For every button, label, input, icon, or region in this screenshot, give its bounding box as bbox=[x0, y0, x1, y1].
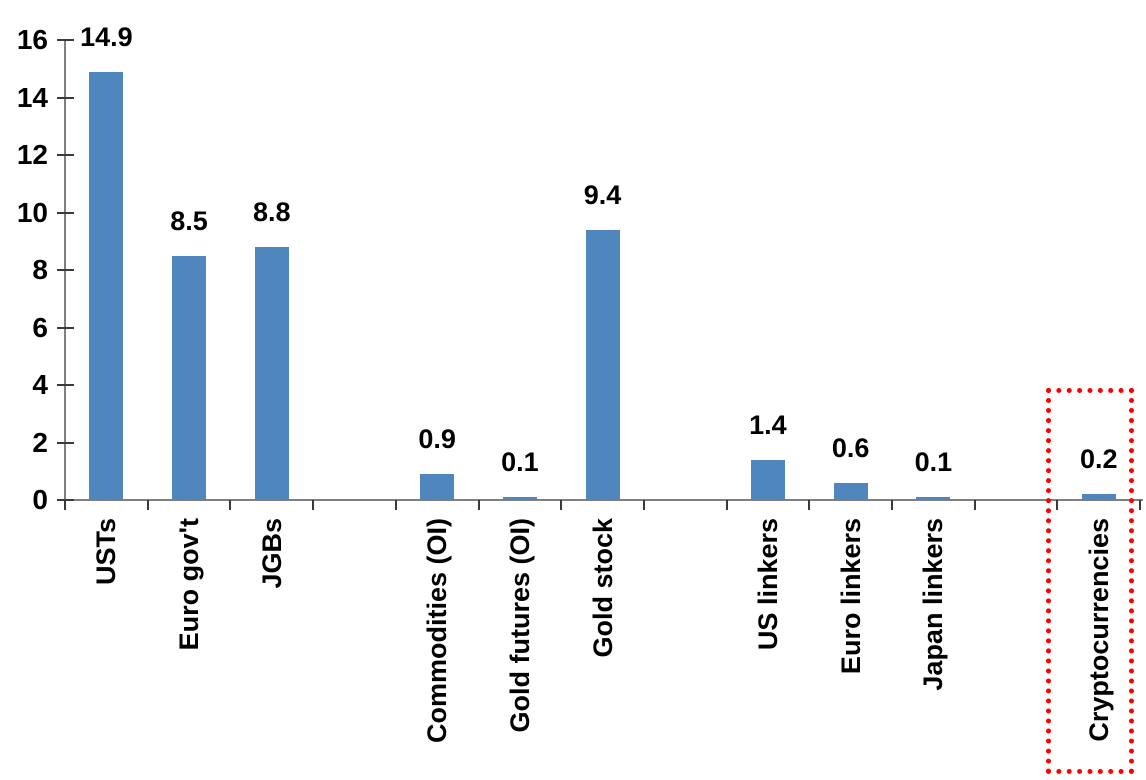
bar-cryptocurrencies bbox=[1081, 494, 1116, 500]
y-axis-tick-label: 2 bbox=[32, 426, 48, 458]
category-label-gold-futures-oi: Gold futures (OI) bbox=[504, 518, 535, 733]
x-axis-tick bbox=[229, 500, 232, 510]
y-axis-tick bbox=[57, 154, 74, 156]
x-axis-tick bbox=[146, 500, 149, 510]
x-axis-tick bbox=[1139, 500, 1142, 510]
x-axis-tick bbox=[477, 500, 480, 510]
value-label-gold-stock: 9.4 bbox=[583, 179, 622, 210]
y-axis-tick bbox=[57, 96, 74, 99]
highlight-box-cryptocurrencies bbox=[1045, 388, 1134, 774]
x-axis-tick bbox=[394, 500, 397, 510]
y-axis-tick-label: 0 bbox=[32, 484, 48, 515]
bar-us-linkers bbox=[750, 459, 785, 500]
bar-gold-stock bbox=[585, 229, 620, 500]
x-axis-line bbox=[64, 499, 1144, 501]
category-label-japan-linkers: Japan linkers bbox=[918, 518, 949, 691]
y-axis-tick-label: 16 bbox=[16, 24, 48, 55]
y-axis-tick-label: 10 bbox=[16, 196, 48, 228]
x-axis-tick bbox=[312, 500, 315, 510]
bar-commodities-oi bbox=[420, 474, 455, 500]
y-axis-tick-label: 4 bbox=[32, 369, 48, 400]
value-label-japan-linkers: 0.1 bbox=[914, 447, 953, 478]
category-label-usts: USTs bbox=[91, 518, 122, 586]
bar-japan-linkers bbox=[916, 497, 951, 500]
y-axis-tick bbox=[57, 441, 74, 444]
bar-gold-futures-oi bbox=[502, 497, 537, 500]
y-axis-tick-label: 14 bbox=[16, 81, 48, 113]
bar-usts bbox=[89, 71, 124, 500]
value-label-gold-futures-oi: 0.1 bbox=[501, 447, 539, 478]
value-label-cryptocurrencies: 0.2 bbox=[1079, 444, 1118, 475]
category-label-commodities-oi: Commodities (OI) bbox=[422, 518, 453, 744]
category-label-jgbs: JGBs bbox=[256, 518, 287, 589]
y-axis-tick bbox=[57, 384, 74, 386]
y-axis-tick bbox=[57, 326, 74, 329]
x-axis-tick bbox=[560, 500, 563, 510]
category-label-euro-linkers: Euro linkers bbox=[835, 518, 866, 675]
y-axis-tick bbox=[57, 269, 74, 271]
x-axis-tick bbox=[725, 500, 728, 510]
y-axis-line bbox=[64, 40, 66, 502]
value-label-usts: 14.9 bbox=[80, 21, 133, 52]
x-axis-tick bbox=[973, 500, 976, 510]
value-label-us-linkers: 1.4 bbox=[749, 409, 787, 440]
bar-euro-linkers bbox=[833, 482, 868, 500]
value-label-jgbs: 8.8 bbox=[252, 197, 291, 227]
category-label-gold-stock: Gold stock bbox=[587, 518, 618, 658]
x-axis-tick bbox=[891, 500, 893, 510]
value-label-commodities-oi: 0.9 bbox=[418, 424, 456, 455]
x-axis-tick bbox=[1056, 500, 1059, 510]
category-label-euro-gov-t: Euro gov't bbox=[174, 518, 205, 651]
value-label-euro-gov-t: 8.5 bbox=[170, 205, 208, 236]
x-axis-tick bbox=[642, 500, 645, 510]
x-axis-tick bbox=[808, 500, 811, 510]
y-axis-tick-label: 12 bbox=[16, 139, 48, 170]
bar-jgbs bbox=[254, 247, 289, 500]
value-label-euro-linkers: 0.6 bbox=[831, 432, 870, 463]
y-axis-tick-label: 8 bbox=[32, 254, 48, 285]
y-axis-tick bbox=[57, 211, 74, 214]
y-axis-tick bbox=[57, 39, 74, 41]
y-axis-tick-label: 6 bbox=[32, 311, 48, 343]
x-axis-tick bbox=[64, 500, 66, 510]
category-label-us-linkers: US linkers bbox=[752, 518, 783, 651]
bar-euro-gov-t bbox=[172, 255, 207, 500]
